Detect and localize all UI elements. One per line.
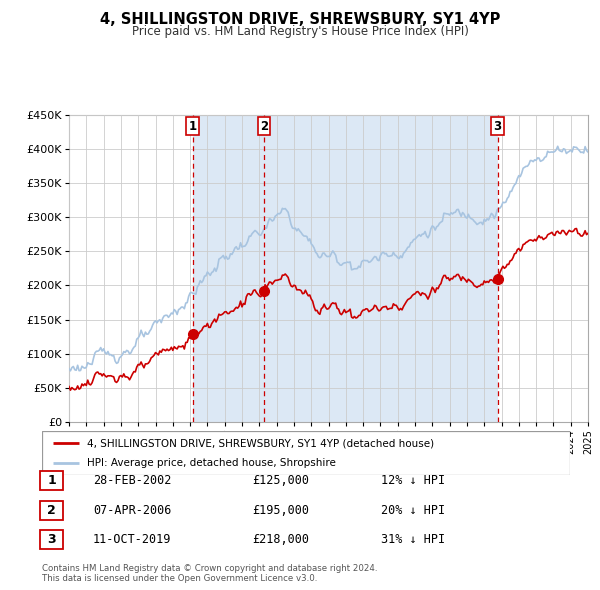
- Text: 2: 2: [47, 504, 56, 517]
- Text: 11-OCT-2019: 11-OCT-2019: [93, 533, 172, 546]
- Text: 4, SHILLINGSTON DRIVE, SHREWSBURY, SY1 4YP (detached house): 4, SHILLINGSTON DRIVE, SHREWSBURY, SY1 4…: [87, 438, 434, 448]
- Bar: [264, 115, 497, 422]
- Text: 12% ↓ HPI: 12% ↓ HPI: [381, 474, 445, 487]
- Text: 31% ↓ HPI: 31% ↓ HPI: [381, 533, 445, 546]
- Text: HPI: Average price, detached house, Shropshire: HPI: Average price, detached house, Shro…: [87, 458, 336, 467]
- Text: £218,000: £218,000: [252, 533, 309, 546]
- Text: £195,000: £195,000: [252, 504, 309, 517]
- Text: 3: 3: [47, 533, 56, 546]
- Text: 07-APR-2006: 07-APR-2006: [93, 504, 172, 517]
- Text: Price paid vs. HM Land Registry's House Price Index (HPI): Price paid vs. HM Land Registry's House …: [131, 25, 469, 38]
- Text: £125,000: £125,000: [252, 474, 309, 487]
- Text: 2: 2: [260, 120, 268, 133]
- Text: 28-FEB-2002: 28-FEB-2002: [93, 474, 172, 487]
- Text: Contains HM Land Registry data © Crown copyright and database right 2024.
This d: Contains HM Land Registry data © Crown c…: [42, 563, 377, 583]
- Bar: [193, 115, 264, 422]
- Text: 1: 1: [189, 120, 197, 133]
- Text: 20% ↓ HPI: 20% ↓ HPI: [381, 504, 445, 517]
- Text: 4, SHILLINGSTON DRIVE, SHREWSBURY, SY1 4YP: 4, SHILLINGSTON DRIVE, SHREWSBURY, SY1 4…: [100, 12, 500, 27]
- Text: 3: 3: [494, 120, 502, 133]
- Text: 1: 1: [47, 474, 56, 487]
